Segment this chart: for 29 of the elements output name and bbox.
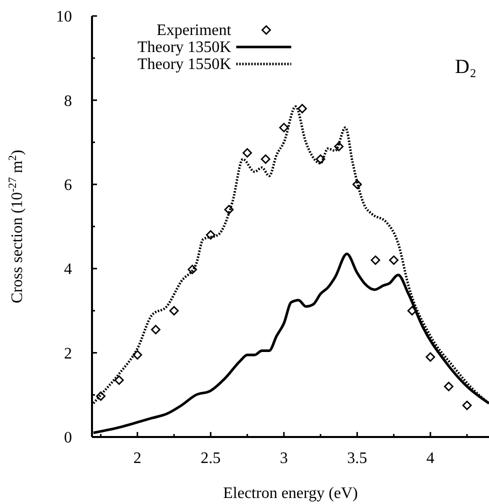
x-tick-label: 3.5 xyxy=(347,450,368,467)
point xyxy=(426,352,436,362)
point xyxy=(260,154,270,164)
point xyxy=(389,255,398,265)
point xyxy=(462,400,472,410)
point xyxy=(298,104,307,114)
x-tick-label: 2 xyxy=(133,450,142,467)
point xyxy=(370,255,380,265)
y-tick-label: 10 xyxy=(56,8,72,26)
y-tick-label: 0 xyxy=(64,430,72,447)
x-tick-label: 3 xyxy=(280,450,288,467)
legend-label: Experiment xyxy=(156,22,232,39)
x-tick-label: 2.5 xyxy=(200,450,221,467)
point xyxy=(132,350,142,360)
y-tick-label: 6 xyxy=(64,177,72,194)
y-tick-label: 2 xyxy=(64,345,72,362)
point xyxy=(169,306,179,316)
x-tick-label: 4 xyxy=(426,450,434,467)
point xyxy=(151,324,160,334)
point xyxy=(444,382,454,392)
x-axis-title: Electron energy (eV) xyxy=(223,485,358,502)
point xyxy=(114,375,124,385)
y-tick-label: 8 xyxy=(64,92,72,110)
annotation: D₂ xyxy=(455,56,476,78)
y-tick-label: 4 xyxy=(64,261,72,278)
point xyxy=(242,148,252,158)
legend-label: Theory 1550K xyxy=(137,56,232,73)
point xyxy=(279,122,289,132)
legend-label: Theory 1350K xyxy=(137,39,232,56)
